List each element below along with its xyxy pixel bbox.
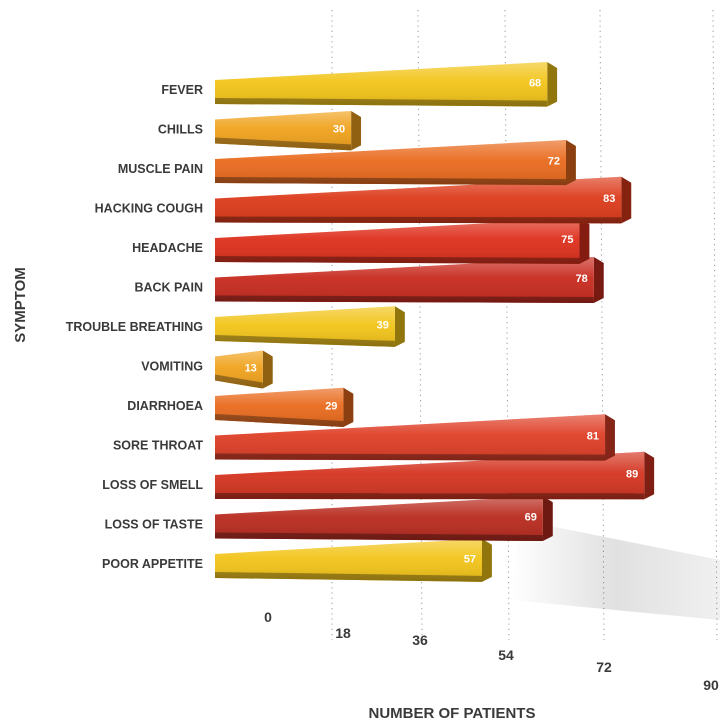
floor-shadows (510, 520, 720, 620)
bar-group: 13 (215, 350, 273, 389)
category-label: CHILLS (158, 123, 203, 137)
bar-end-cap (262, 350, 273, 389)
category-label: DIARRHOEA (127, 399, 203, 413)
floor-shadow (510, 520, 720, 620)
bar-value-label: 68 (529, 77, 541, 89)
bar-value-label: 81 (587, 430, 599, 442)
bar-end-cap (593, 257, 604, 303)
bar-end-cap (566, 140, 576, 186)
bar-shine (215, 538, 482, 582)
y-axis-title: SYMPTOM (12, 267, 29, 343)
category-label: HACKING COUGH (95, 202, 203, 216)
bar-shine (215, 496, 543, 541)
bar-shine (215, 350, 263, 389)
bar-group: 69 (215, 496, 553, 541)
bar-end-cap (605, 414, 615, 461)
bar-end-cap (579, 218, 590, 264)
bar-group: 68 (215, 62, 558, 107)
bar-end-cap (542, 496, 553, 541)
bar-end-cap (621, 176, 632, 224)
gridline (417, 9, 423, 641)
bar-shine (215, 218, 580, 264)
bar-shine (215, 140, 566, 186)
category-label: TROUBLE BREATHING (66, 320, 203, 334)
category-label: LOSS OF TASTE (105, 518, 203, 532)
category-label: BACK PAIN (134, 281, 203, 295)
bar-value-label: 83 (603, 193, 615, 205)
gridline (504, 9, 510, 641)
bar-value-label: 69 (525, 512, 537, 524)
bar-shine (215, 387, 344, 427)
bars: 57 69 89 81 29 13 39 78 75 83 72 30 68 (215, 62, 655, 582)
bar-value-label: 78 (576, 273, 588, 285)
category-label: POOR APPETITE (102, 557, 203, 571)
bar-value-label: 89 (626, 468, 638, 480)
category-label: HEADACHE (132, 241, 203, 255)
bar-shine (215, 62, 548, 107)
gridline (712, 9, 718, 641)
category-labels: POOR APPETITE LOSS OF TASTE LOSS OF SMELL S… (66, 83, 204, 571)
bar-shine (215, 111, 352, 151)
bar-value-label: 29 (325, 400, 337, 412)
category-label: FEVER (161, 83, 203, 97)
bar-value-label: 13 (245, 363, 257, 375)
bar-value-label: 57 (464, 553, 476, 565)
x-tick-label: 72 (596, 659, 612, 675)
category-label: LOSS OF SMELL (102, 478, 203, 492)
bar-group: 72 (215, 140, 576, 186)
bar-end-cap (394, 306, 405, 347)
category-label: SORE THROAT (113, 439, 203, 453)
tick-labels: 0 18 36 54 72 90 (264, 609, 719, 693)
bar-group: 78 (215, 257, 604, 303)
bar-group: 39 (215, 306, 405, 347)
bar-shine (215, 176, 622, 224)
x-tick-label: 54 (498, 647, 514, 663)
x-tick-label: 36 (412, 632, 428, 648)
x-axis-title: NUMBER OF PATIENTS (369, 705, 536, 722)
bar-end-cap (547, 62, 558, 107)
category-label: MUSCLE PAIN (118, 162, 203, 176)
bar-shine (215, 306, 395, 347)
bar-group: 83 (215, 176, 632, 224)
category-label: VOMITING (141, 360, 203, 374)
bar-group: 81 (215, 414, 615, 461)
bar-end-cap (482, 538, 492, 582)
bar-shine (215, 451, 645, 500)
gridline (599, 9, 605, 641)
bar-shine (215, 414, 606, 461)
bar-value-label: 75 (561, 234, 573, 246)
bar-value-label: 30 (333, 124, 345, 136)
bar-shine (215, 257, 594, 303)
bar-group: 57 (215, 538, 492, 582)
x-tick-label: 18 (335, 625, 351, 641)
x-tick-label: 0 (264, 609, 272, 625)
bar-group: 89 (215, 451, 655, 500)
bar-end-cap (343, 387, 354, 427)
bar-end-cap (351, 111, 362, 151)
bar-value-label: 72 (548, 156, 560, 168)
x-tick-label: 90 (703, 677, 719, 693)
bar-group: 30 (215, 111, 362, 151)
bar-end-cap (644, 451, 655, 500)
bar-group: 75 (215, 218, 590, 264)
bar-value-label: 39 (377, 320, 389, 332)
bar-group: 29 (215, 387, 354, 427)
